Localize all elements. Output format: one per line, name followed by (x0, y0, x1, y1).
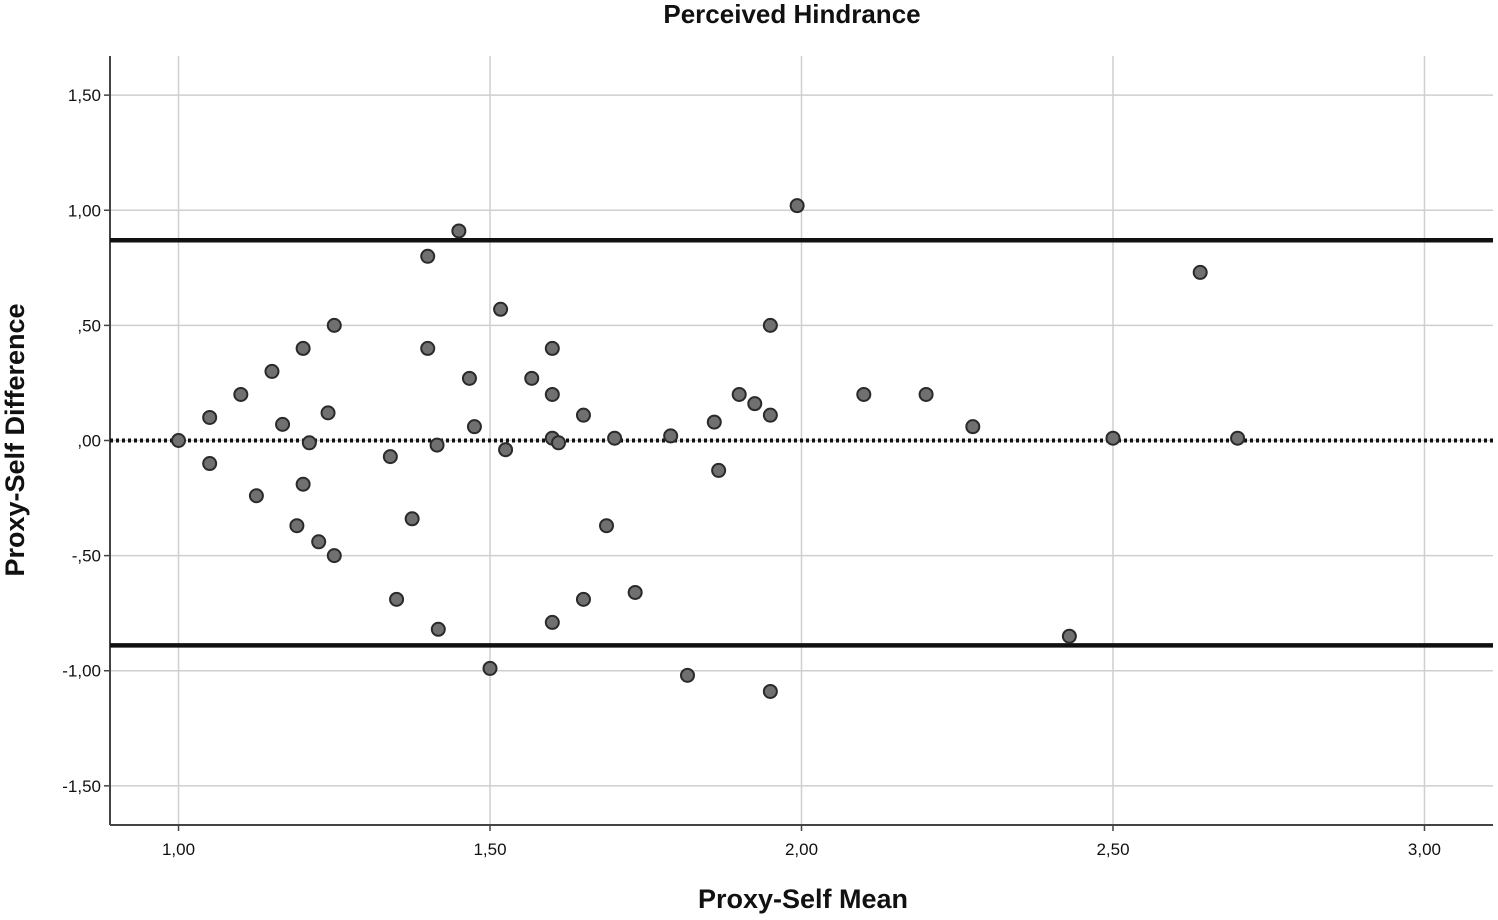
x-tick-label: 1,50 (473, 840, 506, 859)
data-point (311, 534, 327, 550)
data-point (493, 301, 509, 317)
data-point (404, 511, 420, 527)
data-point (524, 370, 540, 386)
x-axis-ticks: 1,00 1,50 2,00 2,50 3,00 (162, 825, 1441, 859)
data-point (264, 363, 280, 379)
data-point (248, 488, 264, 504)
data-point (275, 416, 291, 432)
data-point (789, 198, 805, 214)
data-point (747, 396, 763, 412)
data-point (320, 405, 336, 421)
data-point (762, 683, 778, 699)
data-point (627, 584, 643, 600)
data-point (856, 386, 872, 402)
data-point (711, 462, 727, 478)
data-points (171, 198, 1246, 699)
data-point (295, 476, 311, 492)
data-point (706, 414, 722, 430)
data-point (389, 591, 405, 607)
y-axis-label: Proxy-Self Difference (0, 303, 30, 576)
data-point (289, 518, 305, 534)
x-tick-label: 2,50 (1096, 840, 1129, 859)
data-point (965, 419, 981, 435)
reference-lines (110, 237, 1493, 648)
data-point (420, 340, 436, 356)
data-point (551, 435, 567, 451)
data-point (420, 248, 436, 264)
data-point (1105, 430, 1121, 446)
data-point (430, 621, 446, 637)
data-point (326, 548, 342, 564)
data-point (679, 667, 695, 683)
data-point (233, 386, 249, 402)
y-tick-label: -,50 (72, 547, 101, 566)
data-point (301, 435, 317, 451)
x-tick-label: 2,00 (785, 840, 818, 859)
y-tick-label: -1,50 (62, 777, 101, 796)
data-point (171, 433, 187, 448)
y-tick-label: ,00 (77, 432, 101, 451)
data-point (295, 340, 311, 356)
y-tick-label: -1,00 (62, 662, 101, 681)
y-tick-label: ,50 (77, 316, 101, 335)
data-point (575, 591, 591, 607)
data-point (544, 340, 560, 356)
data-point (544, 386, 560, 402)
data-point (382, 449, 398, 465)
data-point (663, 428, 679, 444)
data-point (575, 407, 591, 423)
chart-title: Perceived Hindrance (663, 0, 920, 29)
y-tick-label: 1,00 (68, 201, 101, 220)
x-tick-label: 3,00 (1408, 840, 1441, 859)
x-tick-label: 1,00 (162, 840, 195, 859)
data-point (1230, 430, 1246, 446)
data-point (482, 660, 498, 676)
data-point (202, 409, 218, 425)
data-point (202, 456, 218, 472)
data-point (466, 419, 482, 435)
data-point (918, 386, 934, 402)
data-point (599, 518, 615, 534)
data-point (451, 223, 467, 239)
data-point (762, 317, 778, 333)
data-point (498, 442, 514, 458)
data-point (1061, 628, 1077, 644)
data-point (731, 386, 747, 402)
y-tick-label: 1,50 (68, 86, 101, 105)
x-axis-label: Proxy-Self Mean (698, 884, 908, 914)
data-point (544, 614, 560, 630)
data-point (326, 317, 342, 333)
data-point (1192, 264, 1208, 280)
data-point (429, 437, 445, 453)
data-point (607, 430, 623, 446)
data-point (461, 370, 477, 386)
data-point (762, 407, 778, 423)
y-axis-ticks: 1,50 1,00 ,50 ,00 -,50 -1,00 -1,50 (62, 86, 110, 796)
